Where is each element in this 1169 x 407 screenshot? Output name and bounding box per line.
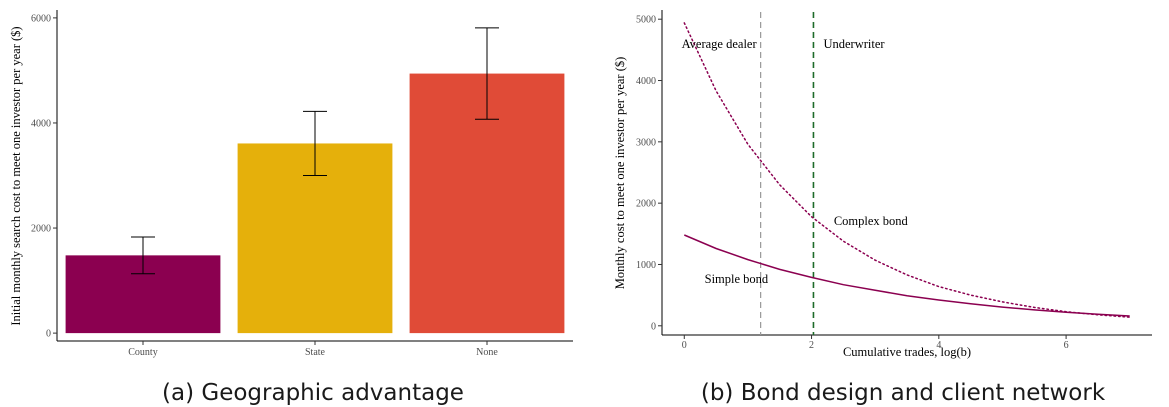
panel-a-error-bars	[131, 27, 499, 275]
panel-a: 0 2000 4000 6000 County State None Initial mo…	[9, 10, 573, 406]
x-tick-label: 2	[809, 340, 814, 351]
panel-b-reference-lines	[760, 12, 815, 335]
y-tick-label: 3000	[636, 137, 656, 148]
panel-b: 0 1000 2000 3000 4000 5000 0 2 4 6 Average deale…	[613, 10, 1152, 406]
x-tick-label: County	[128, 347, 157, 358]
x-tick-label: None	[476, 347, 498, 358]
panel-b-y-axis-title: Monthly cost to meet one investor per ye…	[613, 57, 627, 290]
panel-b-series	[683, 22, 1131, 318]
panel-a-x-ticks: County State None	[128, 341, 498, 358]
y-tick-label: 0	[46, 329, 51, 340]
panel-b-annotations: Average dealer Underwriter Complex bond Sim…	[682, 37, 909, 286]
panel-b-y-ticks: 0 1000 2000 3000 4000 5000	[636, 15, 662, 332]
x-tick-label: 4	[936, 340, 941, 351]
label-simple-bond: Simple bond	[705, 272, 769, 286]
y-tick-label: 5000	[636, 15, 656, 26]
y-tick-label: 2000	[31, 224, 51, 235]
panel-b-caption: (b) Bond design and client network	[701, 380, 1106, 406]
y-tick-label: 4000	[636, 76, 656, 87]
panel-a-y-axis-title: Initial monthly search cost to meet one …	[9, 26, 23, 325]
x-tick-label: State	[305, 347, 326, 358]
y-tick-label: 6000	[31, 13, 51, 24]
label-complex-bond: Complex bond	[834, 214, 909, 228]
y-tick-label: 2000	[636, 199, 656, 210]
y-tick-label: 4000	[31, 118, 51, 129]
label-average-dealer: Average dealer	[682, 37, 758, 51]
label-underwriter: Underwriter	[823, 37, 885, 51]
panel-b-x-ticks: 0 2 4 6	[682, 335, 1069, 351]
x-tick-label: 0	[682, 340, 687, 351]
series-line-complex-bond	[683, 22, 1131, 318]
y-tick-label: 1000	[636, 260, 656, 271]
x-tick-label: 6	[1064, 340, 1069, 351]
panel-a-caption: (a) Geographic advantage	[162, 380, 464, 406]
panel-b-x-axis-title: Cumulative trades, log(b)	[843, 345, 971, 359]
series-line-simple-bond	[684, 234, 1130, 317]
panel-a-y-ticks: 0 2000 4000 6000	[31, 13, 57, 340]
y-tick-label: 0	[651, 321, 656, 332]
